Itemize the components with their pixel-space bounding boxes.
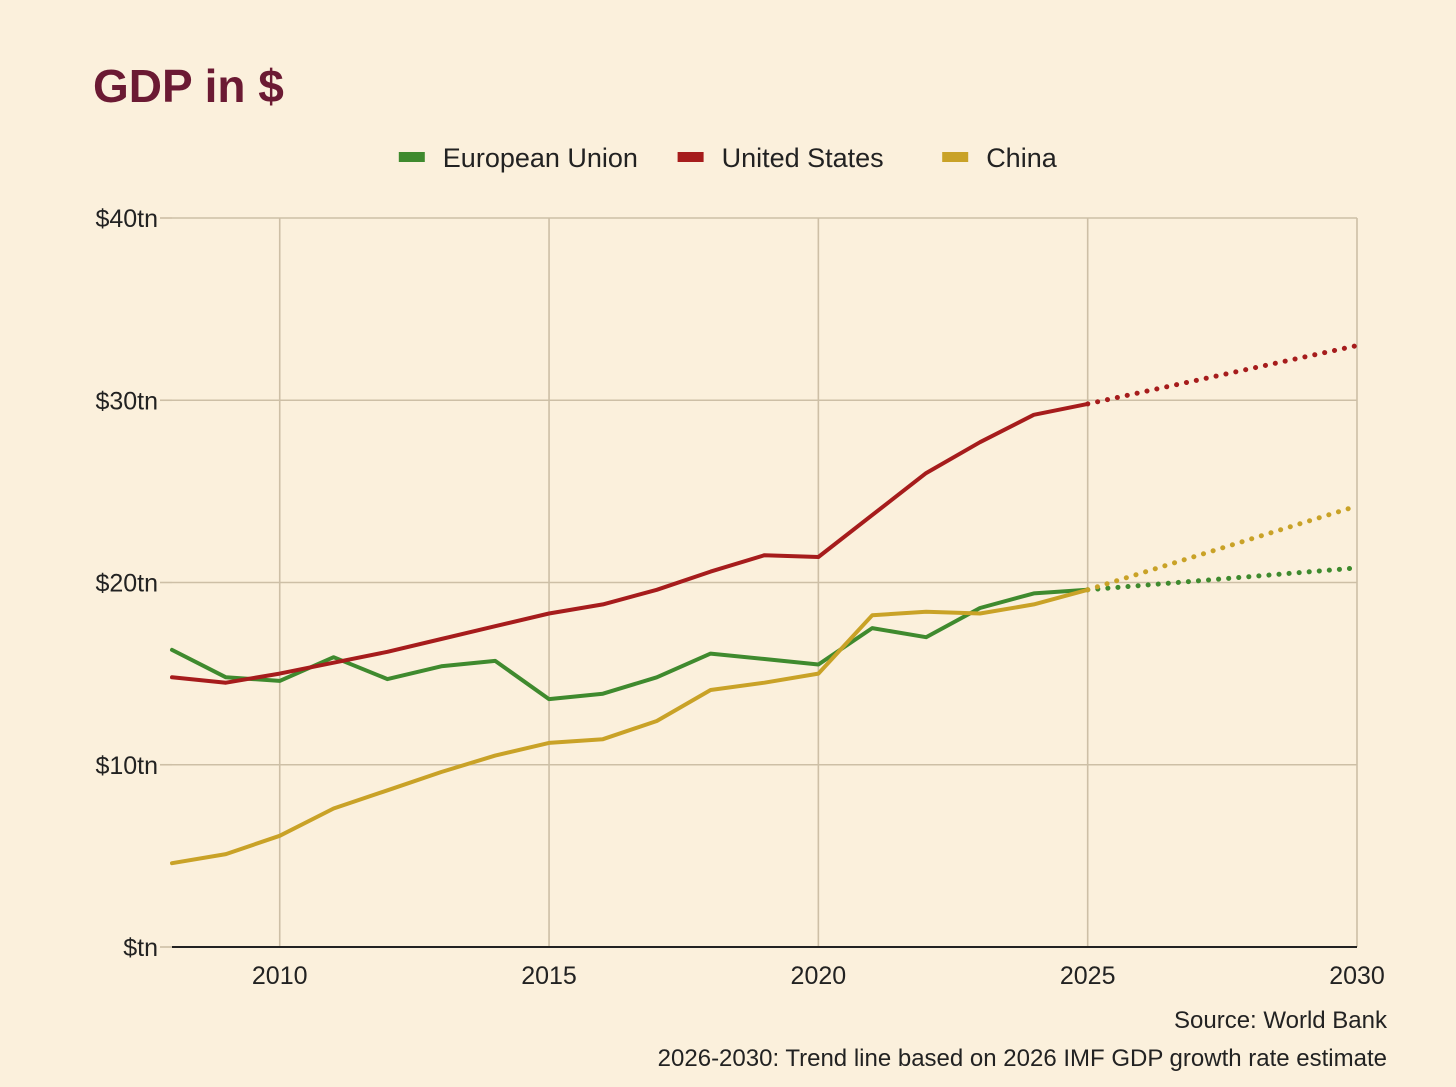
forecast-line-united-states	[1085, 343, 1360, 407]
legend-swatch-china	[942, 152, 969, 162]
x-tick-label-2010: 2010	[252, 962, 308, 990]
x-tick-label-2015: 2015	[521, 962, 577, 990]
x-tick-label-2025: 2025	[1060, 962, 1116, 990]
x-tick-label-2030: 2030	[1329, 962, 1385, 990]
legend-swatch-united-states	[677, 152, 704, 162]
series-line-united-states	[170, 401, 1090, 685]
forecast-line-china	[1085, 503, 1360, 593]
legend-label-united-states: United States	[722, 143, 884, 173]
series-line-china	[170, 587, 1090, 866]
chart-title: GDP in $	[93, 60, 284, 112]
y-tick-label-40: $40tn	[95, 205, 158, 233]
series-lines	[170, 343, 1360, 866]
series-line-european-union	[170, 587, 1090, 702]
forecast-note: 2026-2030: Trend line based on 2026 IMF …	[658, 1045, 1387, 1072]
x-tick-label-2020: 2020	[791, 962, 847, 990]
y-tick-label-0: $tn	[123, 934, 158, 962]
legend-label-china: China	[986, 143, 1058, 173]
axis-ticks: $tn $10tn $20tn $30tn $40tn 2010 2015 2020 2025 2…	[95, 205, 1384, 990]
grid	[160, 217, 1358, 948]
source-note: Source: World Bank	[1174, 1007, 1388, 1034]
legend-label-european-union: European Union	[443, 143, 638, 173]
y-tick-label-30: $30tn	[95, 387, 158, 415]
y-tick-label-20: $20tn	[95, 570, 158, 598]
legend-swatch-european-union	[398, 152, 425, 162]
y-tick-label-10: $10tn	[95, 752, 158, 780]
legend: European Union United States China	[398, 143, 1058, 173]
